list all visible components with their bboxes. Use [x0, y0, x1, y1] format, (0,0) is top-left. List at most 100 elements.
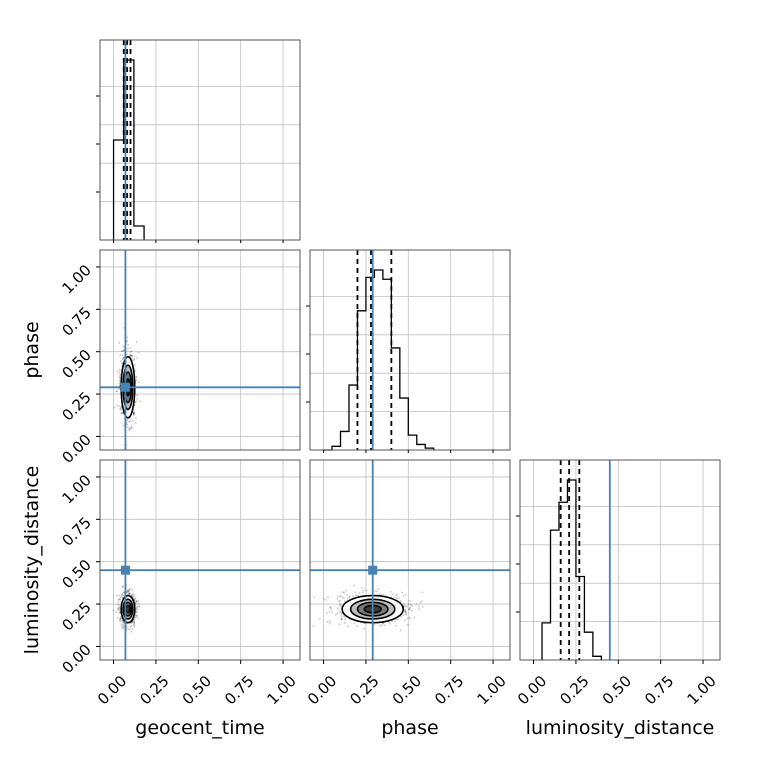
- sample-point: [336, 598, 339, 600]
- x-tick-label-3: 0.75: [641, 672, 677, 708]
- sample-point: [396, 594, 398, 597]
- sample-point: [131, 628, 134, 631]
- sample-point: [336, 595, 339, 598]
- x-tick-label-0: 0.00: [94, 672, 130, 708]
- sample-point: [120, 408, 123, 411]
- sample-point: [365, 589, 368, 592]
- sample-point: [126, 423, 128, 426]
- sample-point: [329, 605, 332, 608]
- sample-point: [391, 620, 393, 623]
- sample-point: [415, 603, 418, 606]
- y-tick-label-0: 0.00: [58, 431, 94, 467]
- sample-point: [126, 591, 128, 593]
- sample-point: [417, 605, 420, 607]
- sample-point: [122, 627, 125, 629]
- sample-point: [135, 608, 137, 611]
- sample-point: [120, 595, 123, 598]
- y-tick-label-0: 0.00: [58, 641, 94, 677]
- contour-level-3: [125, 604, 131, 614]
- sample-point: [130, 354, 133, 357]
- sample-point: [120, 620, 123, 623]
- sample-point: [118, 369, 121, 371]
- sample-point: [132, 411, 135, 413]
- sample-point: [344, 600, 346, 603]
- sample-point: [136, 609, 139, 611]
- truth-marker: [368, 565, 378, 575]
- sample-point: [138, 605, 141, 607]
- sample-point: [389, 622, 391, 625]
- sample-point: [127, 589, 130, 592]
- sample-point: [132, 412, 135, 414]
- x-tick-label-3: 0.75: [431, 672, 467, 708]
- sample-point: [116, 594, 118, 597]
- sample-point: [328, 610, 331, 613]
- sample-point: [408, 617, 411, 620]
- sample-point: [122, 357, 125, 360]
- sample-point: [362, 589, 365, 592]
- histogram-geocent_time: [96, 40, 300, 240]
- sample-point: [420, 600, 423, 602]
- sample-point: [129, 592, 131, 595]
- x-tick-label-2: 0.50: [599, 672, 635, 708]
- sample-point: [119, 596, 122, 599]
- sample-point: [121, 586, 124, 589]
- sample-point: [133, 626, 136, 628]
- sample-point: [116, 404, 118, 406]
- sample-point: [122, 621, 125, 624]
- sample-point: [132, 412, 135, 415]
- sample-point: [135, 375, 138, 378]
- x-tick-label-1: 0.25: [346, 672, 382, 708]
- sample-point: [136, 356, 139, 359]
- x-tick-label-1: 0.25: [136, 672, 172, 708]
- sample-point: [136, 394, 139, 397]
- sample-point: [340, 605, 342, 608]
- x-tick-label-2: 0.50: [389, 672, 425, 708]
- sample-point: [117, 601, 120, 603]
- sample-point: [119, 619, 121, 621]
- sample-point: [127, 590, 130, 593]
- sample-point: [118, 598, 121, 600]
- sample-point: [132, 359, 135, 362]
- y-ticks-luminosity_distance: 0.00 0.25 0.50 0.75 1.00: [58, 471, 100, 677]
- sample-point: [361, 587, 363, 589]
- sample-point: [137, 605, 140, 608]
- sample-point: [130, 625, 133, 627]
- x-tick-label-3: 0.75: [221, 672, 257, 708]
- sample-point: [404, 605, 407, 607]
- sample-point: [419, 601, 422, 604]
- sample-point: [129, 417, 132, 420]
- sample-point: [389, 591, 392, 593]
- sample-point: [130, 426, 133, 429]
- sample-point: [118, 375, 121, 378]
- sample-point: [132, 624, 135, 626]
- sample-point: [343, 597, 345, 599]
- sample-point: [136, 398, 139, 400]
- sample-point: [404, 610, 406, 612]
- sample-point: [118, 371, 121, 374]
- y-axis-label-phase: phase: [21, 321, 43, 378]
- sample-point: [112, 609, 115, 612]
- grid-geocent_time-phase: [100, 250, 300, 450]
- density-phase-luminosity_distance: [310, 460, 510, 660]
- sample-point: [346, 597, 349, 600]
- sample-point: [340, 611, 342, 614]
- sample-point: [122, 356, 125, 359]
- sample-point: [134, 616, 137, 619]
- sample-point: [353, 622, 356, 625]
- sample-point: [319, 618, 321, 620]
- sample-point: [352, 595, 354, 597]
- sample-point: [327, 596, 329, 599]
- sample-point: [121, 627, 124, 630]
- y-ticks-phase: 0.00 0.25 0.50 0.75 1.00: [58, 261, 100, 467]
- sample-point: [328, 622, 331, 625]
- sample-point: [128, 589, 131, 591]
- sample-point: [120, 623, 123, 625]
- sample-point: [132, 595, 135, 598]
- sample-point: [129, 354, 132, 357]
- sample-point: [339, 596, 341, 598]
- sample-point: [330, 608, 333, 610]
- sample-point: [126, 336, 129, 339]
- x-axis-label-phase: phase: [381, 717, 438, 739]
- sample-point: [135, 606, 138, 609]
- sample-point: [133, 622, 136, 625]
